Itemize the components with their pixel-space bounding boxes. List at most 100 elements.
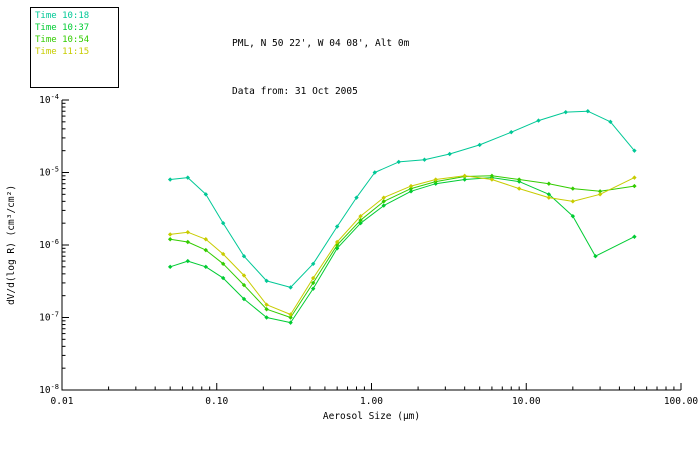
y-tick-label: 10-6 xyxy=(39,238,59,251)
data-marker-3 xyxy=(185,230,190,235)
data-marker-1 xyxy=(358,220,363,226)
data-marker-1 xyxy=(570,213,576,219)
x-tick-label: 0.10 xyxy=(205,396,228,407)
plot-line-1 xyxy=(170,177,635,324)
data-marker-2 xyxy=(516,177,522,182)
data-marker-1 xyxy=(220,275,226,281)
data-marker-3 xyxy=(381,195,386,200)
data-marker-1 xyxy=(593,254,598,259)
y-axis-label: dV/d(log R) (cm³/cm²) xyxy=(6,185,17,305)
data-marker-3 xyxy=(264,302,269,307)
data-marker-3 xyxy=(358,213,363,219)
data-marker-0 xyxy=(447,151,452,157)
data-marker-1 xyxy=(462,177,467,182)
y-tick-label: 10-8 xyxy=(39,383,59,396)
data-marker-1 xyxy=(310,286,316,291)
header-date: Data from: 31 Oct 2005 xyxy=(232,86,358,97)
plot-header: PML, N 50 22', W 04 08', Alt 0m Data fro… xyxy=(232,4,409,132)
data-marker-2 xyxy=(220,261,226,267)
data-marker-1 xyxy=(167,264,173,270)
data-marker-3 xyxy=(203,237,209,242)
data-marker-0 xyxy=(167,177,173,182)
x-tick-label: 100.00 xyxy=(664,396,699,407)
data-marker-2 xyxy=(185,239,190,245)
data-marker-1 xyxy=(203,264,209,270)
data-marker-3 xyxy=(167,232,173,237)
y-tick-label: 10-4 xyxy=(39,93,59,106)
legend-item: Time 10:18 xyxy=(35,11,90,21)
data-marker-0 xyxy=(264,278,269,284)
data-marker-1 xyxy=(264,315,269,320)
data-marker-0 xyxy=(509,129,514,135)
plot-line-0 xyxy=(170,110,635,288)
x-tick-label: 10.00 xyxy=(512,396,541,407)
data-marker-1 xyxy=(546,192,552,197)
data-marker-0 xyxy=(477,142,482,148)
y-tick-label: 10-5 xyxy=(39,166,59,179)
legend-box: Time 10:18 Time 10:37 Time 10:54 Time 11:15 xyxy=(30,7,119,88)
legend-item: Time 10:37 xyxy=(35,23,90,33)
data-marker-3 xyxy=(516,186,522,191)
data-marker-2 xyxy=(310,280,316,286)
x-tick-label: 0.01 xyxy=(51,396,74,407)
y-tick-label: 10-7 xyxy=(39,311,59,324)
data-marker-2 xyxy=(167,237,173,242)
x-tick-label: 1.00 xyxy=(360,396,383,407)
header-location: PML, N 50 22', W 04 08', Alt 0m xyxy=(232,38,410,49)
data-marker-2 xyxy=(597,189,603,194)
data-marker-1 xyxy=(241,296,247,302)
data-marker-0 xyxy=(310,261,316,267)
data-marker-2 xyxy=(570,186,576,191)
legend-item: Time 10:54 xyxy=(35,35,90,45)
data-marker-0 xyxy=(632,148,637,153)
data-marker-1 xyxy=(185,258,190,264)
data-marker-1 xyxy=(381,203,386,208)
data-marker-1 xyxy=(408,189,414,194)
legend-item: Time 11:15 xyxy=(35,47,90,57)
data-marker-3 xyxy=(334,239,340,245)
data-marker-3 xyxy=(220,251,226,257)
data-marker-0 xyxy=(563,109,568,115)
x-axis-label: Aerosol Size (μm) xyxy=(323,411,420,422)
plot-line-2 xyxy=(170,175,635,318)
data-marker-3 xyxy=(288,312,293,317)
data-marker-2 xyxy=(264,307,269,312)
data-marker-0 xyxy=(372,170,377,175)
data-marker-2 xyxy=(288,315,293,320)
data-marker-1 xyxy=(632,234,637,239)
data-marker-2 xyxy=(358,217,363,223)
data-marker-2 xyxy=(334,242,340,248)
data-marker-0 xyxy=(241,254,247,259)
data-marker-0 xyxy=(354,195,359,200)
data-marker-0 xyxy=(585,109,591,114)
data-marker-0 xyxy=(203,192,209,197)
data-marker-2 xyxy=(408,186,414,191)
data-marker-3 xyxy=(433,177,438,182)
data-marker-0 xyxy=(185,175,190,180)
data-marker-2 xyxy=(632,183,637,189)
data-marker-1 xyxy=(288,320,293,325)
plot-line-3 xyxy=(170,175,635,315)
data-marker-0 xyxy=(608,119,613,125)
data-marker-0 xyxy=(536,118,541,123)
axis-lines xyxy=(61,100,681,391)
data-marker-2 xyxy=(546,181,552,186)
data-marker-0 xyxy=(396,159,401,165)
data-marker-2 xyxy=(203,247,209,253)
data-marker-3 xyxy=(632,175,637,180)
data-marker-3 xyxy=(570,199,576,204)
data-marker-3 xyxy=(462,173,467,179)
data-marker-2 xyxy=(381,199,386,204)
data-marker-0 xyxy=(288,285,293,290)
data-marker-3 xyxy=(408,183,414,189)
data-marker-3 xyxy=(597,192,603,197)
data-marker-3 xyxy=(489,177,495,182)
data-marker-0 xyxy=(422,157,427,162)
data-marker-3 xyxy=(546,195,552,200)
data-marker-3 xyxy=(310,275,316,281)
data-marker-2 xyxy=(241,282,247,288)
data-marker-0 xyxy=(220,220,226,226)
data-marker-2 xyxy=(489,173,495,179)
